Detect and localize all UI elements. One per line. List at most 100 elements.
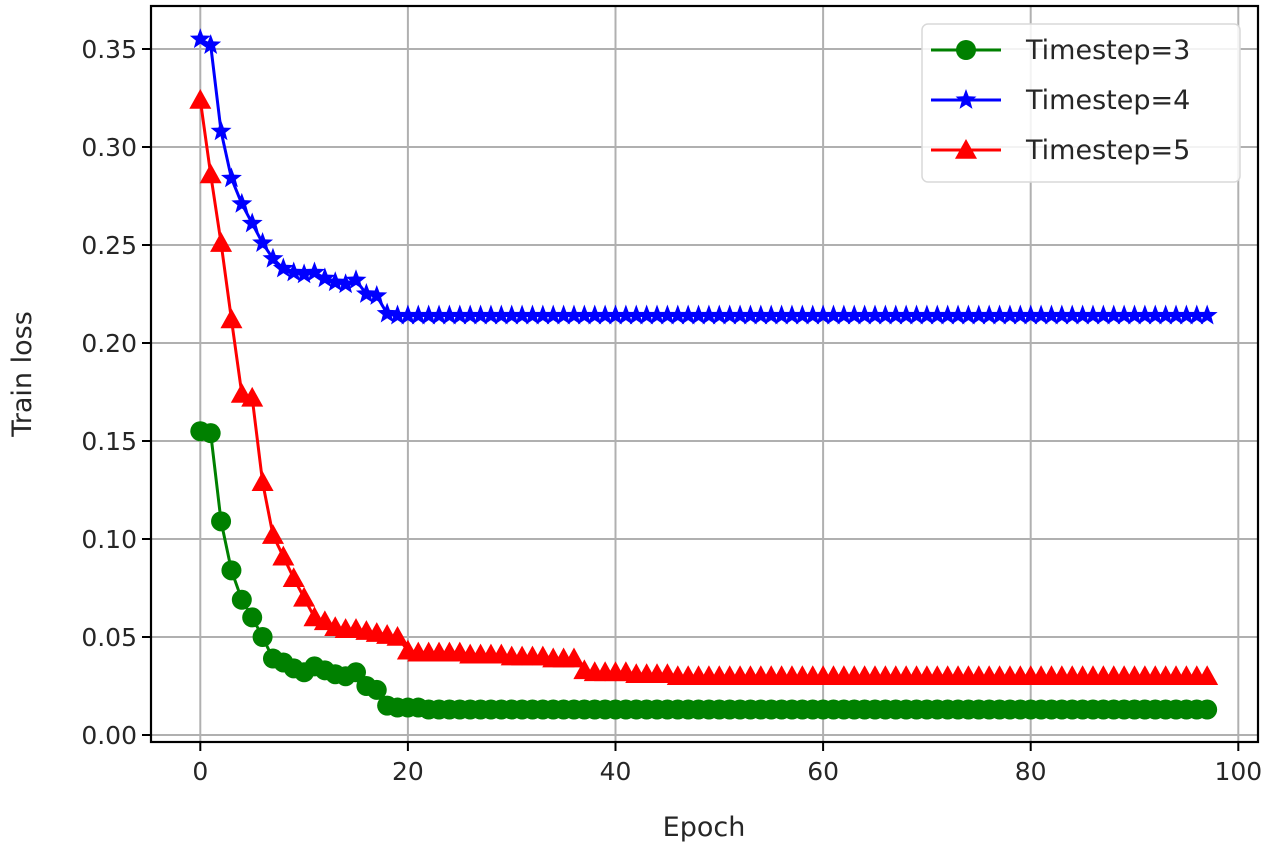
axis-ticks: 0 20 40 60 80 100 0.00 0.05 0.10 0.15 0.20 0.25 0.30…: [81, 35, 1262, 786]
series-timestep-5: [189, 88, 1219, 685]
legend-box: [921, 23, 1241, 183]
star-marker: [636, 304, 658, 325]
star-marker: [615, 304, 637, 325]
triangle-marker: [386, 626, 409, 646]
star-marker: [189, 28, 211, 49]
star-marker: [1103, 304, 1125, 325]
star-marker: [438, 304, 460, 325]
star-marker: [490, 304, 512, 325]
star-marker: [968, 304, 990, 325]
star-marker: [387, 304, 408, 325]
star-marker: [1061, 304, 1083, 325]
circle-marker: [211, 511, 232, 532]
y-tick-label: 0.35: [81, 35, 137, 64]
star-marker: [480, 304, 502, 325]
circle-marker: [252, 627, 273, 647]
star-marker: [656, 304, 678, 325]
star-marker: [1175, 304, 1197, 325]
triangle-marker: [189, 88, 212, 109]
star-marker: [501, 304, 523, 325]
y-tick-label: 0.15: [81, 427, 137, 456]
star-marker: [542, 304, 564, 325]
star-marker: [272, 257, 294, 278]
star-marker: [1072, 304, 1094, 325]
star-marker: [833, 304, 855, 325]
triangle-marker: [261, 524, 284, 544]
star-marker: [1082, 304, 1104, 325]
legend-star-marker-icon: [931, 89, 1001, 109]
star-marker: [916, 304, 938, 325]
star-marker: [708, 304, 730, 325]
star-marker: [823, 304, 844, 325]
star-marker: [231, 192, 253, 213]
star-marker: [605, 304, 626, 325]
star-marker: [200, 34, 222, 54]
star-marker: [366, 284, 388, 305]
star-marker: [739, 304, 761, 325]
star-marker: [791, 304, 813, 325]
star-marker: [677, 304, 699, 325]
star-marker: [688, 304, 709, 325]
star-marker: [760, 304, 782, 325]
star-marker: [594, 304, 616, 325]
triangle-marker: [220, 308, 243, 329]
y-tick-label: 0.00: [81, 721, 137, 750]
x-tick-label: 20: [392, 757, 424, 786]
star-marker: [584, 304, 606, 325]
star-marker: [802, 304, 824, 325]
star-marker: [522, 304, 543, 325]
circle-marker: [221, 560, 242, 581]
y-tick-label: 0.25: [81, 231, 137, 260]
legend-item-timestep-3: Timestep=3: [931, 35, 1190, 66]
circle-marker: [231, 589, 252, 610]
star-marker: [1041, 304, 1062, 325]
star-marker: [667, 304, 689, 325]
star-marker: [459, 304, 481, 325]
star-marker: [1144, 304, 1166, 325]
star-marker: [252, 232, 274, 252]
star-marker: [874, 304, 896, 325]
star-marker: [999, 304, 1021, 325]
star-marker: [1196, 304, 1218, 325]
legend-label: Timestep=4: [1025, 85, 1190, 116]
x-tick-label: 0: [192, 757, 208, 786]
star-marker: [449, 304, 471, 325]
plot-frame: [149, 4, 1260, 744]
triangle-marker: [241, 386, 264, 407]
star-marker: [335, 273, 357, 294]
y-tick-label: 0.10: [81, 525, 137, 554]
triangle-marker: [199, 163, 222, 184]
legend: Timestep=3 Timestep=4 Timestep=5: [921, 23, 1241, 183]
star-marker: [1124, 304, 1145, 325]
star-marker: [407, 304, 429, 325]
star-marker: [573, 304, 595, 325]
star-marker: [854, 304, 876, 325]
star-marker: [532, 304, 554, 325]
star-marker: [781, 304, 803, 325]
star-marker: [283, 261, 305, 282]
star-marker: [1009, 304, 1031, 325]
star-marker: [955, 89, 977, 109]
star-marker: [418, 304, 440, 325]
star-marker: [989, 304, 1011, 325]
star-marker: [771, 304, 793, 325]
star-marker: [563, 304, 585, 325]
star-marker: [355, 283, 377, 303]
star-marker: [428, 304, 450, 325]
star-marker: [397, 304, 419, 325]
star-marker: [1134, 304, 1156, 325]
circle-marker: [346, 662, 366, 683]
star-marker: [553, 304, 575, 325]
star-marker: [470, 304, 492, 325]
star-marker: [220, 167, 242, 188]
x-tick-label: 40: [600, 757, 632, 786]
star-marker: [978, 304, 1000, 325]
series-timestep-3: [190, 421, 1218, 720]
star-marker: [304, 261, 325, 282]
circle-marker: [366, 679, 387, 700]
star-marker: [719, 304, 741, 325]
circle-marker: [1197, 699, 1218, 720]
star-marker: [324, 271, 346, 292]
star-marker: [1092, 304, 1114, 325]
